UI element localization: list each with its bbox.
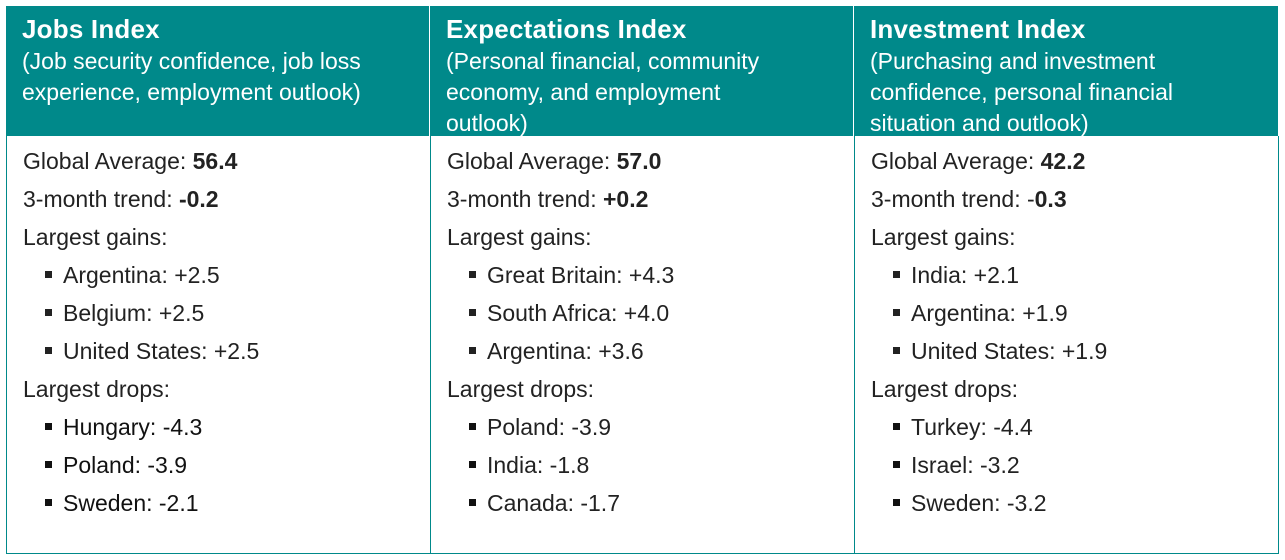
drop-item-text: Israel: -3.2 xyxy=(911,452,1020,478)
gain-item: Argentina: +2.5 xyxy=(23,256,420,294)
drop-item: Poland: -3.9 xyxy=(23,446,420,484)
column-subtitle-line: outlook) xyxy=(446,110,528,136)
trend-label: 3-month trend: xyxy=(447,186,603,212)
gain-item: United States: +2.5 xyxy=(23,332,420,370)
trend-label: 3-month trend: xyxy=(23,186,179,212)
column-subtitle-line: situation and outlook) xyxy=(870,110,1089,136)
column-header-investment: Investment Index (Purchasing and investm… xyxy=(854,6,1279,136)
gain-item: United States: +1.9 xyxy=(871,332,1268,370)
gain-item-text: Argentina: +3.6 xyxy=(487,338,644,364)
column-subtitle-line: (Job security confidence, job loss xyxy=(22,48,361,74)
square-bullet-icon xyxy=(469,271,476,278)
gain-item: Great Britain: +4.3 xyxy=(447,256,844,294)
drops-heading: Largest drops: xyxy=(447,376,595,402)
column-title: Investment Index xyxy=(870,14,1086,44)
gain-item-text: India: +2.1 xyxy=(911,262,1020,288)
drop-item: Poland: -3.9 xyxy=(447,408,844,446)
drop-item: Israel: -3.2 xyxy=(871,446,1268,484)
square-bullet-icon xyxy=(469,309,476,316)
gain-item-text: Belgium: +2.5 xyxy=(63,300,205,326)
drop-item-text: Poland: -3.9 xyxy=(487,414,612,440)
square-bullet-icon xyxy=(45,347,52,354)
drops-heading: Largest drops: xyxy=(23,376,171,402)
column-body-jobs: Global Average: 56.4 3-month trend: -0.2… xyxy=(6,136,430,554)
drop-item: Sweden: -3.2 xyxy=(871,484,1268,522)
gain-item: Belgium: +2.5 xyxy=(23,294,420,332)
trend-label: 3-month trend: - xyxy=(871,186,1035,212)
drops-heading: Largest drops: xyxy=(871,376,1019,402)
gain-item-text: Argentina: +1.9 xyxy=(911,300,1068,326)
global-average-label: Global Average: xyxy=(23,148,193,174)
gain-item-text: South Africa: +4.0 xyxy=(487,300,670,326)
gain-item-text: United States: +2.5 xyxy=(63,338,260,364)
global-average-label: Global Average: xyxy=(871,148,1041,174)
square-bullet-icon xyxy=(469,461,476,468)
gain-item: Argentina: +3.6 xyxy=(447,332,844,370)
gain-item: India: +2.1 xyxy=(871,256,1268,294)
global-average: Global Average: 42.2 xyxy=(871,142,1268,180)
square-bullet-icon xyxy=(45,423,52,430)
gain-item: Argentina: +1.9 xyxy=(871,294,1268,332)
three-month-trend: 3-month trend: +0.2 xyxy=(447,180,844,218)
index-summary-table: Jobs Index (Job security confidence, job… xyxy=(6,6,1279,554)
column-subtitle-line: experience, employment outlook) xyxy=(22,79,361,105)
trend-value: -0.2 xyxy=(178,186,219,212)
square-bullet-icon xyxy=(893,461,900,468)
square-bullet-icon xyxy=(893,309,900,316)
three-month-trend: 3-month trend: -0.3 xyxy=(871,180,1268,218)
drop-item: Sweden: -2.1 xyxy=(23,484,420,522)
square-bullet-icon xyxy=(893,347,900,354)
drop-item-text: Sweden: -3.2 xyxy=(911,490,1047,516)
drop-item-text: Poland: -3.9 xyxy=(63,452,188,478)
column-body-investment: Global Average: 42.2 3-month trend: -0.3… xyxy=(854,136,1279,554)
square-bullet-icon xyxy=(45,499,52,506)
gains-heading: Largest gains: xyxy=(871,224,1016,250)
drop-item: India: -1.8 xyxy=(447,446,844,484)
gains-heading: Largest gains: xyxy=(447,224,592,250)
column-subtitle-line: economy, and employment xyxy=(446,79,721,105)
gain-item-text: United States: +1.9 xyxy=(911,338,1108,364)
global-average-value: 42.2 xyxy=(1040,148,1086,174)
trend-value: +0.2 xyxy=(602,186,649,212)
drop-item: Canada: -1.7 xyxy=(447,484,844,522)
square-bullet-icon xyxy=(45,309,52,316)
gain-item-text: Great Britain: +4.3 xyxy=(487,262,675,288)
square-bullet-icon xyxy=(893,499,900,506)
square-bullet-icon xyxy=(893,271,900,278)
column-title: Expectations Index xyxy=(446,14,687,44)
global-average-value: 57.0 xyxy=(616,148,662,174)
column-title: Jobs Index xyxy=(22,14,160,44)
gain-item: South Africa: +4.0 xyxy=(447,294,844,332)
column-header-expectations: Expectations Index (Personal financial, … xyxy=(430,6,854,136)
column-subtitle-line: confidence, personal financial xyxy=(870,79,1174,105)
drop-item: Turkey: -4.4 xyxy=(871,408,1268,446)
drop-item-text: Hungary: -4.3 xyxy=(63,414,203,440)
drop-item-text: Sweden: -2.1 xyxy=(63,490,199,516)
global-average-label: Global Average: xyxy=(447,148,617,174)
drop-item-text: Turkey: -4.4 xyxy=(911,414,1033,440)
square-bullet-icon xyxy=(469,499,476,506)
square-bullet-icon xyxy=(469,423,476,430)
column-header-jobs: Jobs Index (Job security confidence, job… xyxy=(6,6,430,136)
square-bullet-icon xyxy=(893,423,900,430)
drop-item-text: Canada: -1.7 xyxy=(487,490,620,516)
global-average: Global Average: 57.0 xyxy=(447,142,844,180)
square-bullet-icon xyxy=(469,347,476,354)
column-subtitle-line: (Purchasing and investment xyxy=(870,48,1156,74)
global-average-value: 56.4 xyxy=(192,148,238,174)
square-bullet-icon xyxy=(45,271,52,278)
gain-item-text: Argentina: +2.5 xyxy=(63,262,220,288)
trend-value: 0.3 xyxy=(1034,186,1067,212)
column-subtitle-line: (Personal financial, community xyxy=(446,48,760,74)
gains-heading: Largest gains: xyxy=(23,224,168,250)
drop-item-text: India: -1.8 xyxy=(487,452,590,478)
three-month-trend: 3-month trend: -0.2 xyxy=(23,180,420,218)
square-bullet-icon xyxy=(45,461,52,468)
global-average: Global Average: 56.4 xyxy=(23,142,420,180)
column-body-expectations: Global Average: 57.0 3-month trend: +0.2… xyxy=(430,136,854,554)
drop-item: Hungary: -4.3 xyxy=(23,408,420,446)
